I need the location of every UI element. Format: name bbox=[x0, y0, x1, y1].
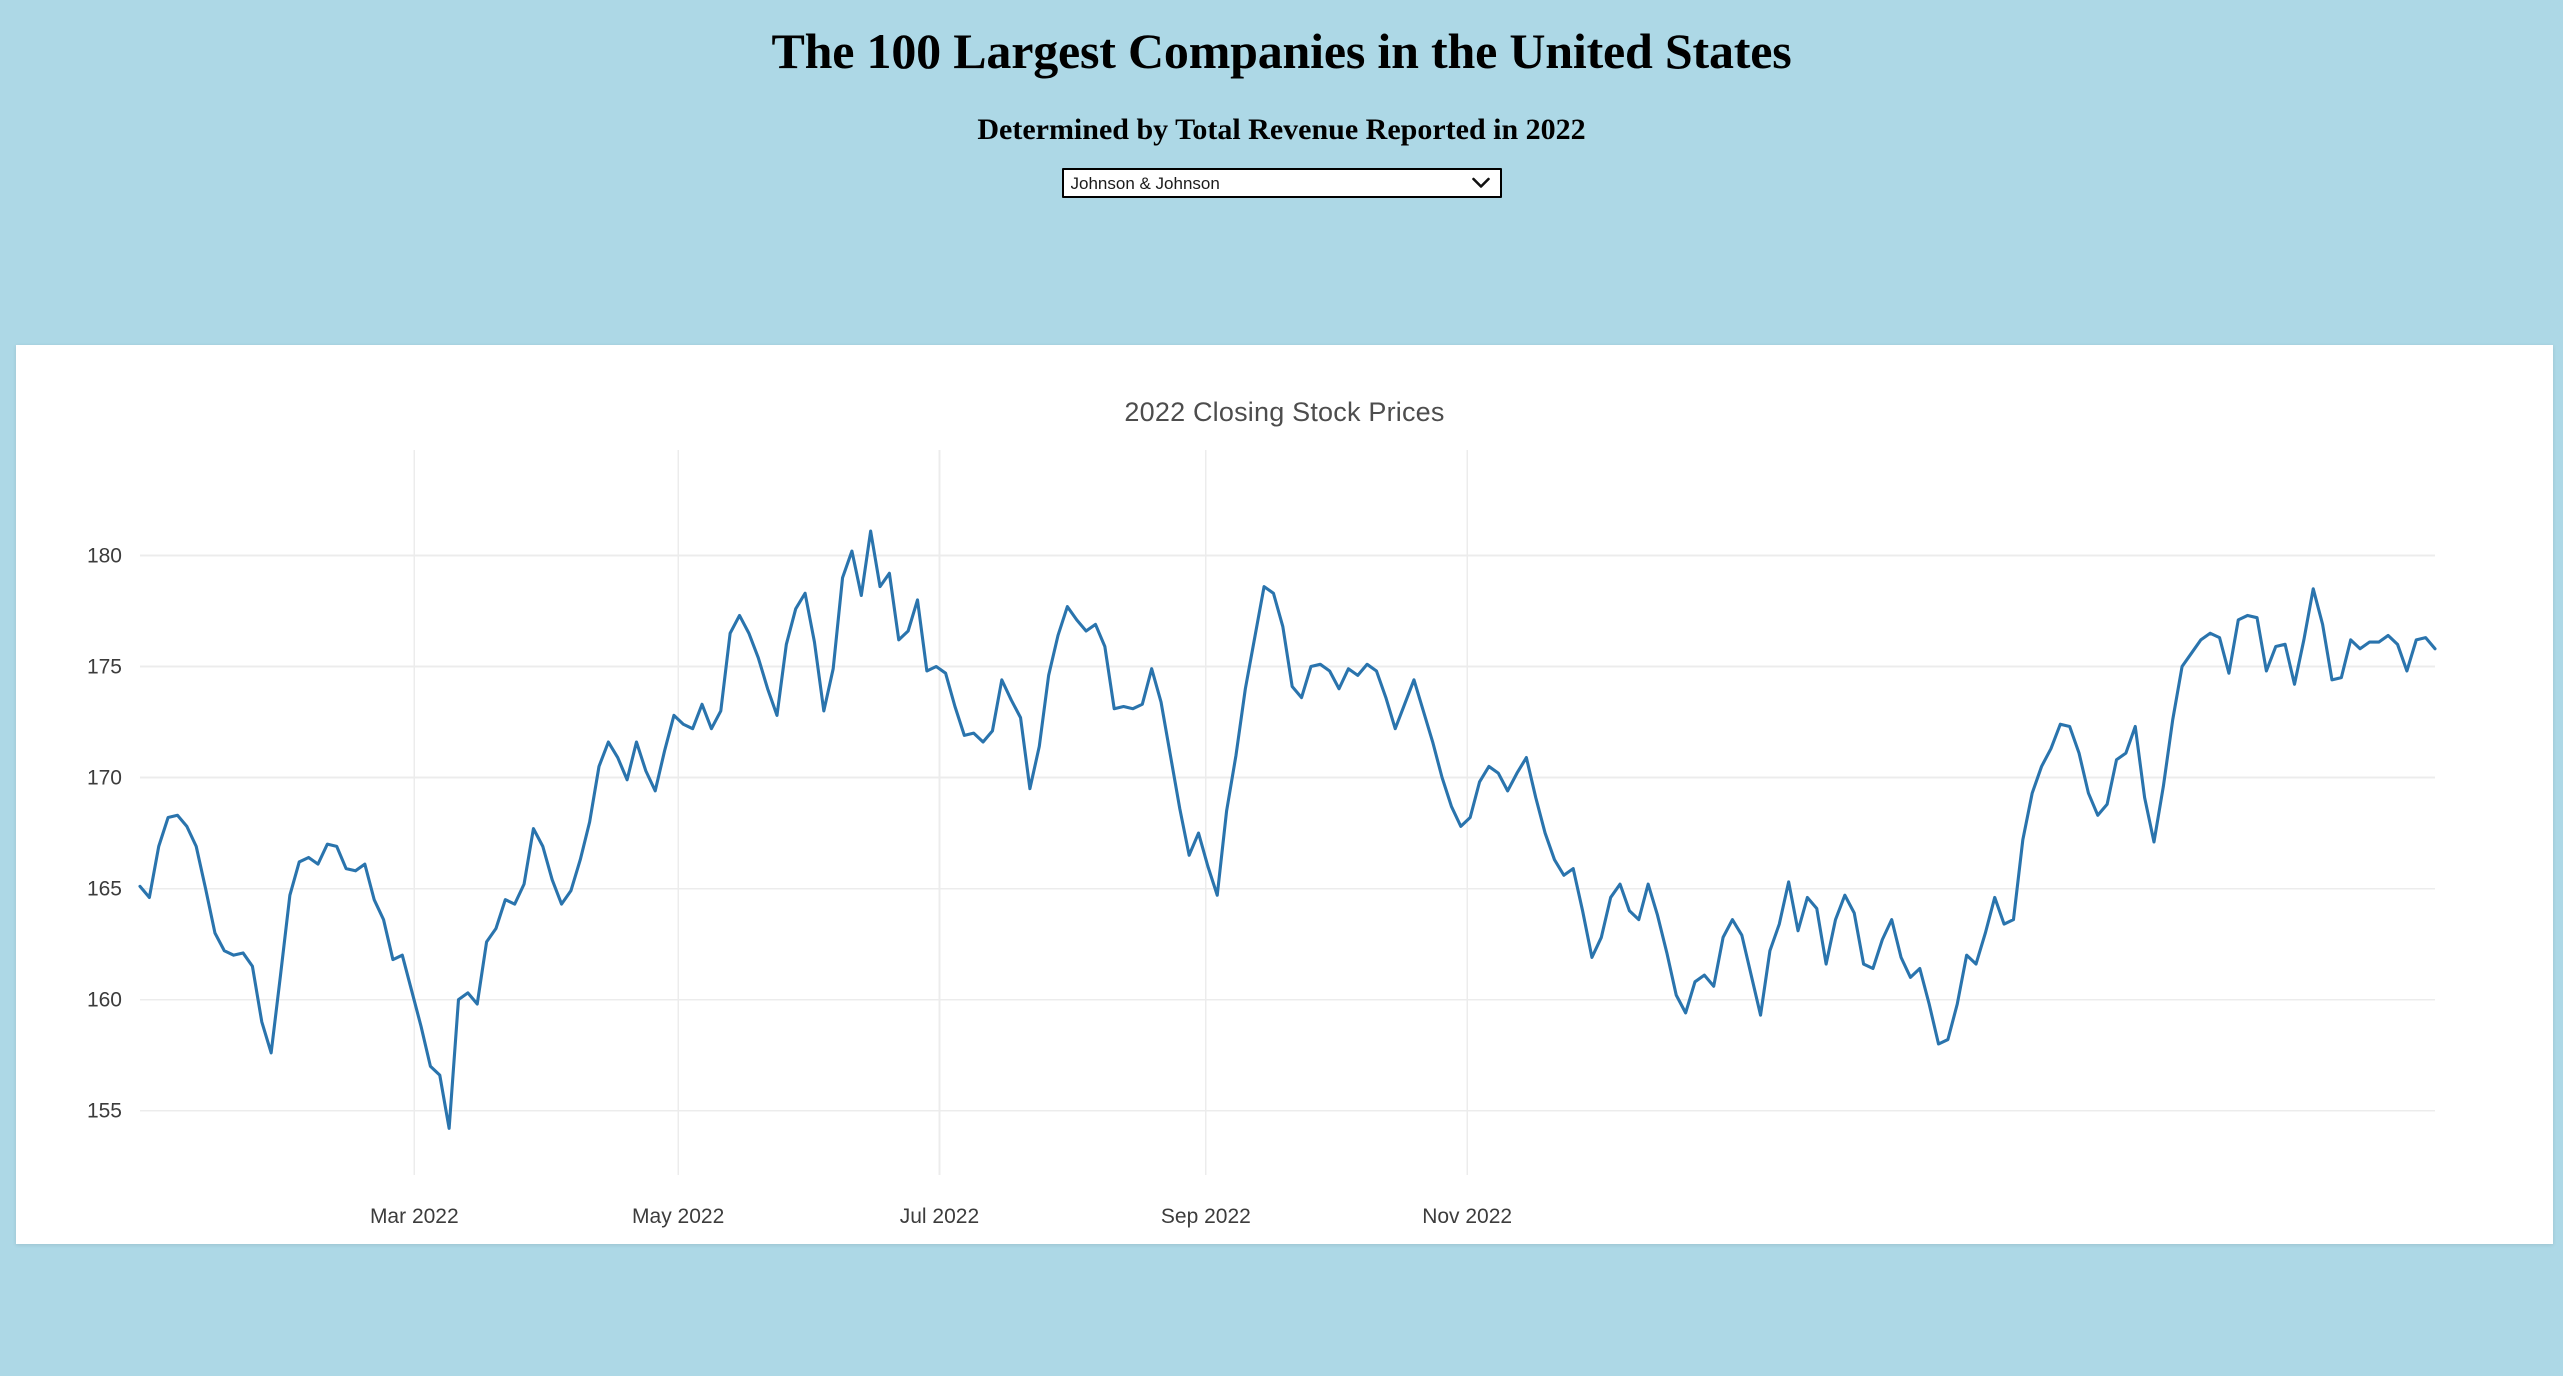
company-select-shell: Johnson & Johnson bbox=[1061, 168, 1502, 198]
y-tick-label: 155 bbox=[87, 1100, 122, 1123]
page-header: The 100 Largest Companies in the United … bbox=[0, 0, 2563, 198]
y-tick-label: 170 bbox=[87, 767, 122, 790]
chart-plot-area[interactable]: 155 160 165 170 175 180 Mar 2022 May 2022 Jul 2… bbox=[16, 345, 2553, 1244]
x-axis-tick-labels: Mar 2022 May 2022 Jul 2022 Sep 2022 Nov 2022 bbox=[370, 1205, 1512, 1228]
company-select-container: Johnson & Johnson bbox=[0, 146, 2563, 198]
company-select[interactable]: Johnson & Johnson bbox=[1061, 168, 1502, 198]
stock-price-line-chart[interactable]: 155 160 165 170 175 180 Mar 2022 May 2022 Jul 2… bbox=[16, 345, 2553, 1244]
x-tick-label: Mar 2022 bbox=[370, 1205, 459, 1228]
y-axis-tick-labels: 155 160 165 170 175 180 bbox=[87, 545, 122, 1123]
vertical-gridlines bbox=[413, 450, 1468, 1175]
y-tick-label: 175 bbox=[87, 656, 122, 679]
x-tick-label: Sep 2022 bbox=[1161, 1205, 1251, 1228]
page-subtitle: Determined by Total Revenue Reported in … bbox=[977, 113, 1586, 146]
x-tick-label: May 2022 bbox=[632, 1205, 724, 1228]
x-tick-label: Jul 2022 bbox=[900, 1205, 979, 1228]
page-title: The 100 Largest Companies in the United … bbox=[771, 23, 1792, 79]
x-tick-label: Nov 2022 bbox=[1422, 1205, 1512, 1228]
y-tick-label: 180 bbox=[87, 545, 122, 568]
horizontal-gridlines bbox=[140, 554, 2435, 1112]
chart-card: 2022 Closing Stock Prices 155 160 165 170 17… bbox=[16, 345, 2553, 1244]
y-tick-label: 160 bbox=[87, 989, 122, 1012]
chart-title: 2022 Closing Stock Prices bbox=[1124, 397, 1445, 427]
y-tick-label: 165 bbox=[87, 878, 122, 901]
price-line-series bbox=[138, 529, 2437, 1130]
